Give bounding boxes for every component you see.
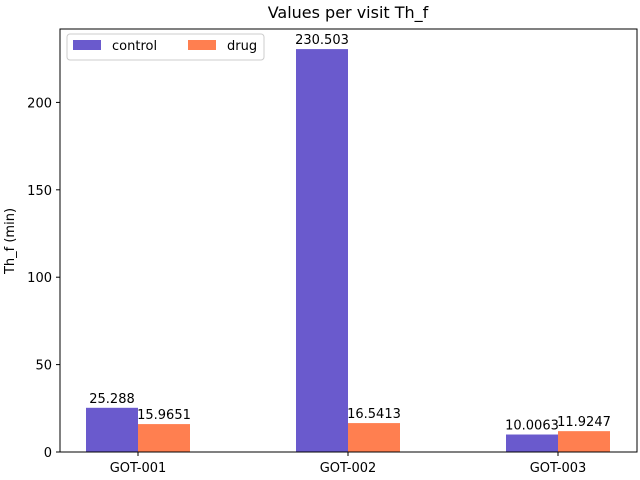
y-tick-label: 0 <box>44 446 52 461</box>
legend-swatch-control <box>73 40 101 50</box>
bar-control-GOT-002 <box>296 49 348 452</box>
chart-title: Values per visit Th_f <box>268 3 429 23</box>
legend-label-drug: drug <box>227 39 257 54</box>
data-label-drug-GOT-001: 15.9651 <box>137 408 191 423</box>
x-axis: GOT-001 GOT-002 GOT-003 <box>110 452 587 476</box>
y-axis: 0 50 100 150 200 <box>27 96 60 461</box>
plot-frame <box>59 28 638 453</box>
data-labels-layer: 25.288 230.503 10.0063 15.9651 16.5413 11.924… <box>89 33 611 433</box>
bar-drug-GOT-003 <box>558 431 610 452</box>
x-tick-label: GOT-003 <box>530 461 587 476</box>
data-label-control-GOT-003: 10.0063 <box>505 419 559 434</box>
legend: control drug <box>66 33 265 61</box>
data-label-drug-GOT-003: 11.9247 <box>557 415 611 430</box>
y-tick-label: 100 <box>27 271 52 286</box>
data-label-control-GOT-001: 25.288 <box>89 392 135 407</box>
x-tick-label: GOT-002 <box>320 461 377 476</box>
y-axis-label: Th_f (min) <box>3 208 18 275</box>
bar-drug-GOT-002 <box>348 423 400 452</box>
y-tick-label: 150 <box>27 184 52 199</box>
legend-swatch-drug <box>188 40 216 50</box>
y-tick-label: 50 <box>35 359 52 374</box>
data-label-control-GOT-002: 230.503 <box>295 33 349 48</box>
bar-drug-GOT-001 <box>138 424 190 452</box>
data-label-drug-GOT-002: 16.5413 <box>347 407 401 422</box>
bar-control-GOT-003 <box>506 434 558 452</box>
bars-layer <box>86 49 610 452</box>
x-tick-label: GOT-001 <box>110 461 167 476</box>
legend-label-control: control <box>112 39 157 54</box>
bar-control-GOT-001 <box>86 407 138 452</box>
y-tick-label: 200 <box>27 96 52 111</box>
